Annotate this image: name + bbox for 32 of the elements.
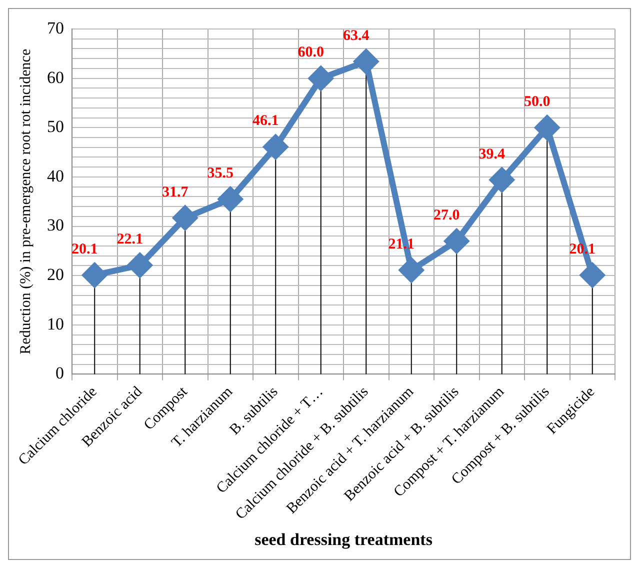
data-label: 22.1	[116, 232, 143, 248]
point	[535, 116, 560, 140]
y-tick-label: 50	[47, 117, 64, 136]
point	[173, 206, 198, 230]
y-axis-title: Reduction (%) in pre-emergence root rot incidence	[18, 48, 34, 354]
y-tick-label: 60	[47, 68, 64, 87]
point	[128, 253, 152, 278]
y-tick-label: 30	[47, 216, 64, 235]
y-tick-label: 20	[47, 265, 64, 284]
point	[580, 263, 604, 288]
point	[82, 263, 107, 288]
y-tick-label: 10	[47, 314, 64, 334]
data-label: 63.4	[343, 28, 370, 44]
point	[264, 134, 288, 159]
point	[218, 187, 242, 212]
data-label: 35.5	[207, 166, 234, 182]
data-label: 27.0	[434, 207, 460, 224]
point	[354, 50, 378, 74]
x-axis-title: seed dressing treatments	[254, 530, 433, 550]
point	[399, 258, 424, 282]
data-label: 31.7	[162, 184, 189, 200]
point	[444, 229, 469, 254]
y-tick-label: 40	[47, 166, 64, 186]
point	[308, 66, 333, 90]
data-label: 50.0	[524, 94, 550, 110]
y-tick-label: 0	[56, 364, 64, 383]
y-tick-label: 70	[47, 18, 64, 38]
data-label: 39.4	[478, 146, 506, 162]
data-label: 60.0	[298, 44, 324, 61]
point	[490, 168, 514, 192]
data-label: 46.1	[252, 113, 279, 130]
data-label: 20.1	[72, 241, 98, 258]
